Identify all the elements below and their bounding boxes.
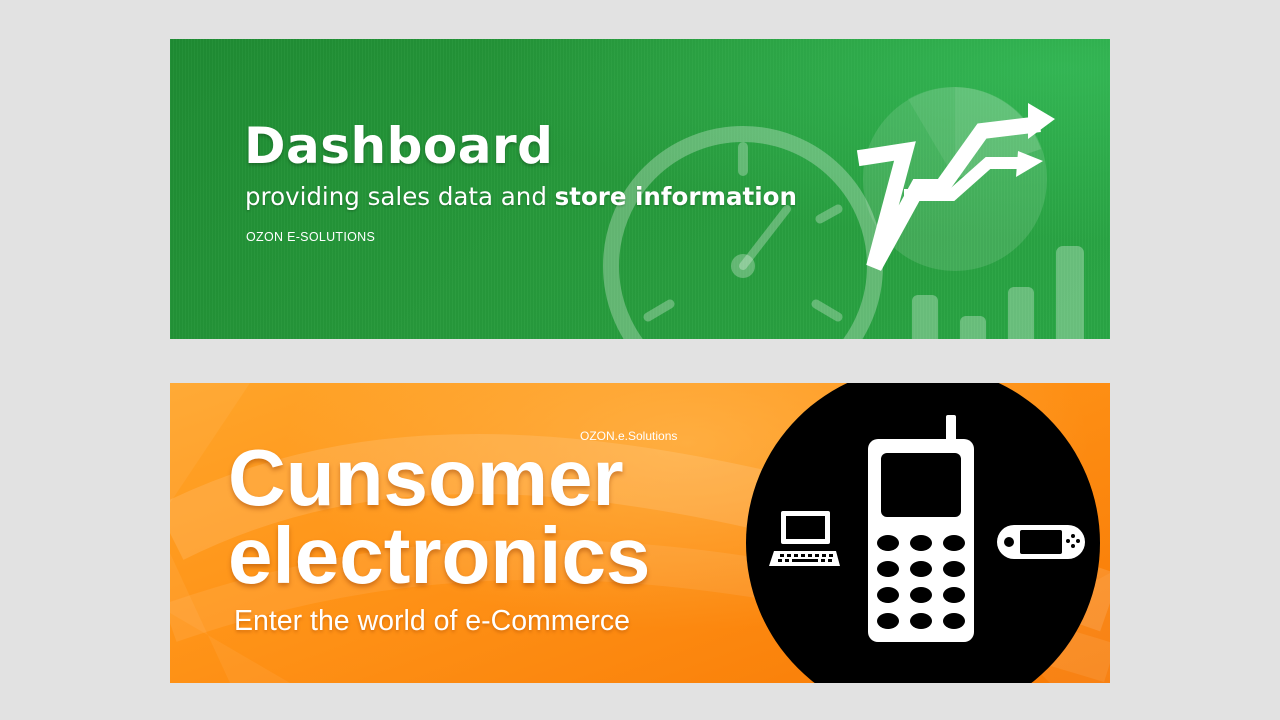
- dashboard-subtitle-bold: store information: [554, 182, 797, 211]
- game-console-icon: [997, 525, 1085, 559]
- dashboard-subtitle: providing sales data and store informati…: [245, 182, 797, 211]
- electronics-artwork: [170, 383, 1110, 683]
- stopwatch-icon: [603, 126, 883, 339]
- trend-arrows-icon: [856, 116, 1041, 271]
- electronics-title-line1: Cunsomer: [228, 433, 624, 522]
- electronics-banner[interactable]: OZON.e.Solutions Cunsomer electronics En…: [170, 383, 1110, 683]
- electronics-title-line2: electronics: [228, 511, 651, 600]
- dashboard-brand: OZON E-SOLUTIONS: [246, 230, 376, 244]
- dashboard-artwork: [603, 86, 1084, 339]
- dashboard-banner[interactable]: Dashboard providing sales data and store…: [170, 39, 1110, 339]
- electronics-tagline: Enter the world of e-Commerce: [234, 605, 630, 637]
- electronics-title: Cunsomer electronics: [228, 433, 651, 600]
- mobile-phone-icon: [868, 415, 974, 642]
- bar-chart-icon: [912, 246, 1084, 339]
- dashboard-subtitle-plain: providing sales data and: [245, 182, 555, 211]
- laptop-icon: [769, 511, 840, 566]
- trend-arrow-head-2: [1016, 151, 1043, 177]
- trend-arrow-head-1: [1028, 103, 1055, 139]
- stopwatch-hub: [731, 254, 755, 278]
- electronics-brand: OZON.e.Solutions: [580, 429, 678, 443]
- dashboard-title: Dashboard: [244, 117, 554, 175]
